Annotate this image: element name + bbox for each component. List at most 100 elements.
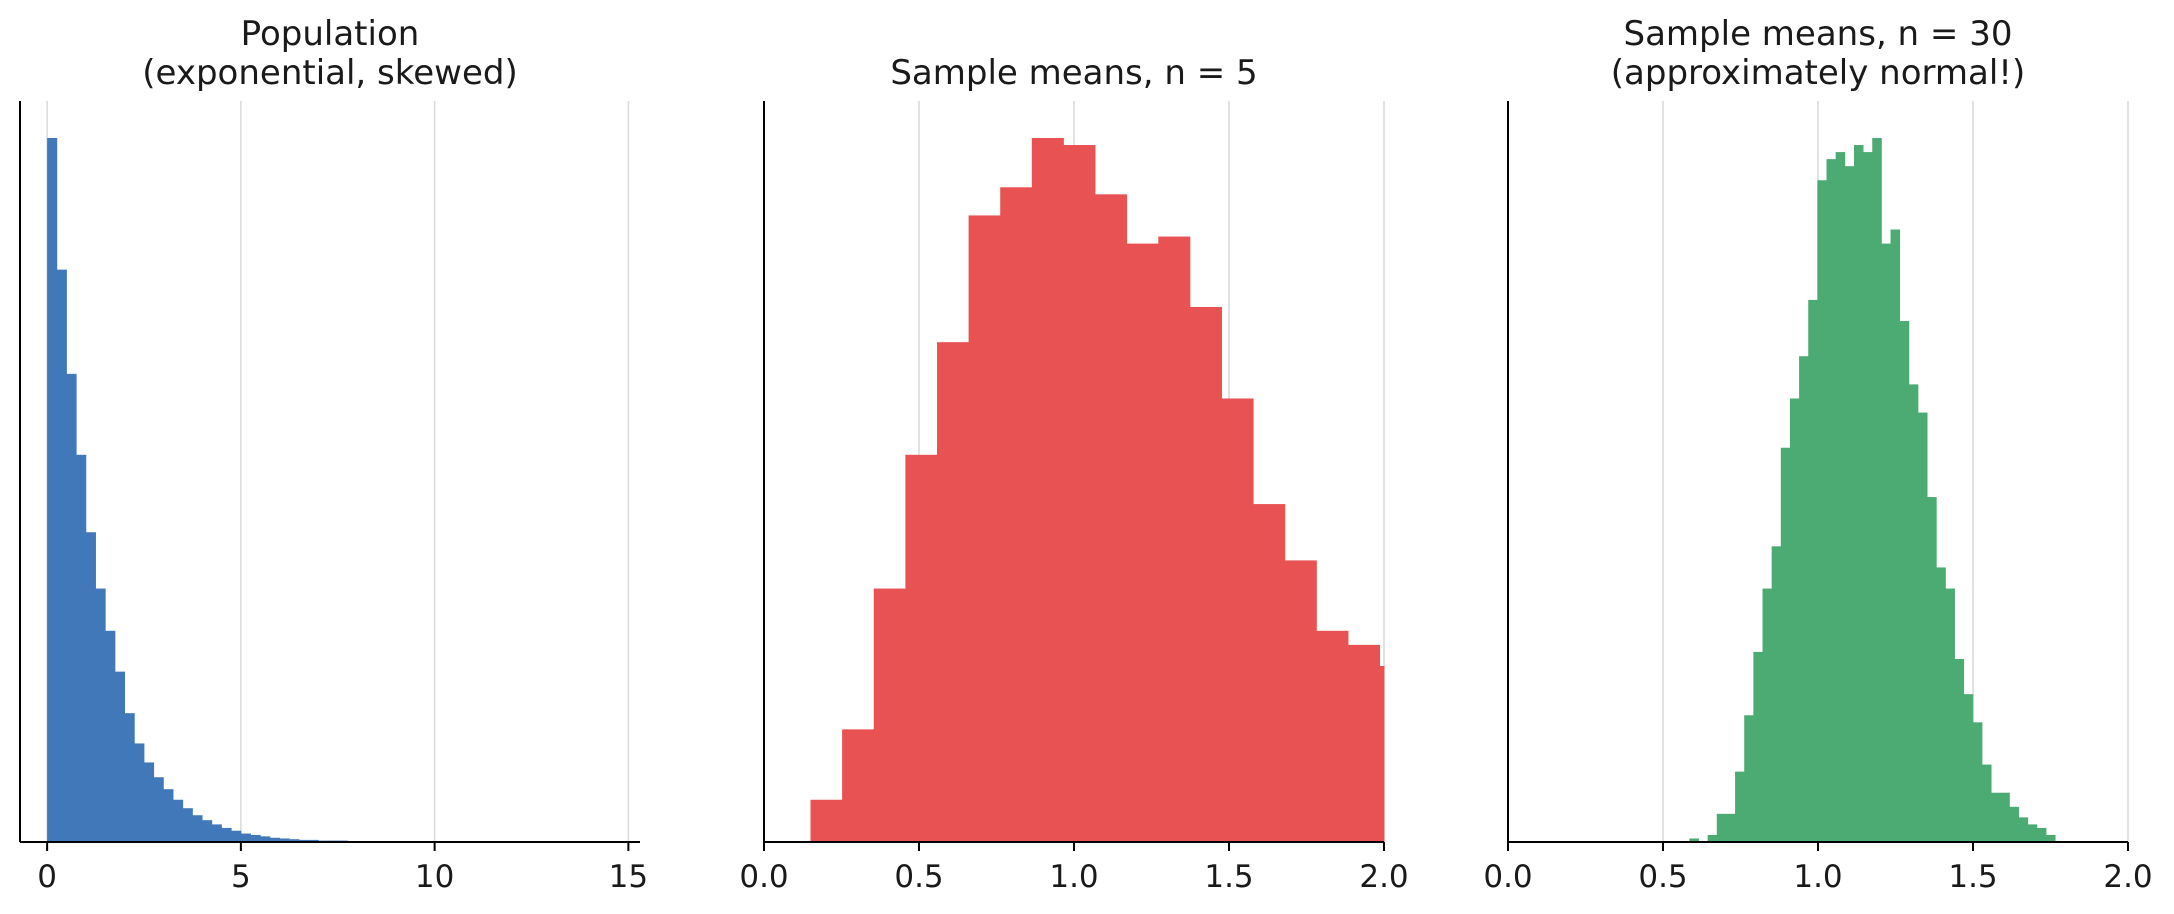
histogram-bar bbox=[1031, 138, 1064, 842]
chart-title: Sample means, n = 30 bbox=[1624, 14, 2013, 54]
histogram-bar bbox=[250, 834, 261, 842]
histogram-bar bbox=[124, 713, 135, 842]
histogram-bar bbox=[269, 837, 281, 842]
x-tick-label: 0.5 bbox=[894, 859, 943, 895]
histogram-bar bbox=[1972, 722, 1983, 842]
histogram-bar bbox=[1963, 694, 1974, 842]
histogram-bar bbox=[182, 808, 193, 842]
histogram-bar bbox=[134, 743, 145, 842]
x-tick-label: 2.0 bbox=[2103, 859, 2152, 895]
histogram-bar bbox=[2046, 834, 2056, 842]
histogram-bar bbox=[56, 269, 67, 842]
histogram-bar bbox=[1890, 229, 1901, 842]
histogram-bar bbox=[279, 838, 290, 842]
histogram-bar bbox=[1917, 412, 1928, 842]
chart-panel-sample-means-n5: 0.0 0.5 1.0 1.5 2.0 Sample means, n = 5 bbox=[739, 53, 1408, 895]
histogram-bar bbox=[1126, 243, 1159, 843]
chart-panel-sample-means-n30: 0.0 0.5 1.0 1.5 2.0 Sample means, n = 30(appr… bbox=[1483, 14, 2152, 895]
chart-title: Population bbox=[241, 14, 420, 54]
histogram-bar bbox=[1379, 666, 1385, 842]
histogram-bar bbox=[163, 789, 174, 842]
histogram-bar bbox=[2036, 827, 2047, 842]
histogram-bar bbox=[1158, 236, 1191, 842]
x-tick-label: 1.0 bbox=[1049, 859, 1098, 895]
histogram-bar bbox=[1808, 299, 1818, 842]
histogram-bar bbox=[85, 532, 96, 842]
x-tick-label: 10 bbox=[415, 859, 454, 895]
histogram-bar bbox=[842, 729, 875, 842]
histogram-bar bbox=[76, 454, 87, 842]
histogram-bar bbox=[2009, 806, 2019, 842]
histogram-bar bbox=[1881, 243, 1891, 843]
histogram-bar bbox=[1689, 838, 1699, 842]
x-tick-label: 1.5 bbox=[1948, 859, 1997, 895]
chart-title: (approximately normal!) bbox=[1611, 53, 2025, 93]
histogram-bar bbox=[873, 588, 906, 842]
histogram-bar bbox=[47, 138, 58, 842]
histogram-bar bbox=[1095, 194, 1128, 842]
chart-title: (exponential, skewed) bbox=[142, 53, 517, 93]
histogram-bar bbox=[221, 827, 232, 842]
histogram-bar bbox=[308, 839, 319, 842]
histogram-bar bbox=[1789, 398, 1800, 842]
histogram-bar bbox=[299, 839, 310, 842]
histogram-bar bbox=[202, 820, 213, 842]
histogram-bar bbox=[1716, 813, 1727, 842]
histogram-bar bbox=[1284, 560, 1317, 842]
histogram-bar bbox=[240, 833, 251, 842]
histogram-bar bbox=[1253, 504, 1286, 842]
x-tick-label: 0.5 bbox=[1638, 859, 1687, 895]
histogram-bar bbox=[1954, 658, 1965, 842]
chart-title: Sample means, n = 5 bbox=[890, 53, 1257, 93]
histogram-bar bbox=[173, 799, 184, 842]
histogram-bar bbox=[66, 373, 77, 842]
x-tick-label: 1.5 bbox=[1204, 859, 1253, 895]
histogram-bar bbox=[1908, 384, 1919, 842]
histogram-bar bbox=[1863, 152, 1873, 842]
histogram-bar bbox=[1844, 166, 1855, 842]
histogram-bar bbox=[2018, 817, 2029, 842]
x-tick-label: 15 bbox=[609, 859, 648, 895]
histogram-bar bbox=[1771, 546, 1782, 842]
x-tick-label: 0 bbox=[37, 859, 57, 895]
histogram-bar bbox=[1872, 138, 1882, 842]
histogram-bar bbox=[1753, 651, 1763, 842]
histogram-bar bbox=[231, 830, 242, 842]
histogram-bar bbox=[144, 762, 155, 842]
histogram-bar bbox=[114, 671, 126, 842]
histogram-bar bbox=[1735, 771, 1745, 842]
histogram-bar bbox=[1762, 588, 1773, 842]
histogram-bar bbox=[1927, 497, 1937, 842]
histogram-bar bbox=[1853, 145, 1864, 843]
histogram-bar bbox=[1707, 834, 1718, 842]
histogram-bar bbox=[2027, 824, 2038, 842]
histogram-bar bbox=[1725, 813, 1736, 842]
histogram-bar bbox=[1189, 306, 1222, 843]
x-tick-label: 5 bbox=[231, 859, 251, 895]
x-tick-label: 0.0 bbox=[739, 859, 788, 895]
histogram-bar bbox=[1817, 180, 1827, 843]
histogram-bar bbox=[810, 799, 843, 842]
histogram-bar bbox=[1826, 159, 1837, 842]
histogram-bar bbox=[153, 777, 164, 842]
histogram-bar bbox=[1780, 447, 1791, 842]
x-tick-label: 1.0 bbox=[1793, 859, 1842, 895]
histogram-bar bbox=[260, 836, 271, 842]
histogram-bar bbox=[1991, 792, 2001, 842]
histogram-bar bbox=[1000, 187, 1033, 842]
histogram-bar bbox=[1063, 145, 1096, 843]
histogram-bar bbox=[1799, 356, 1809, 842]
histogram-bar bbox=[968, 215, 1001, 842]
histogram-bar bbox=[1744, 715, 1754, 842]
histogram-bar bbox=[1221, 398, 1254, 842]
histogram-bar bbox=[1945, 588, 1955, 842]
chart-panel-population: 0 5 10 15 Population(exponential, skewed) bbox=[19, 14, 648, 895]
histogram-bar bbox=[936, 342, 969, 842]
x-tick-label: 0.0 bbox=[1483, 859, 1532, 895]
histogram-bar bbox=[192, 815, 203, 842]
histogram-bar bbox=[211, 824, 222, 842]
histogram-bar bbox=[95, 588, 106, 842]
histogram-bar bbox=[1936, 567, 1946, 842]
histogram-bar bbox=[1348, 644, 1381, 842]
